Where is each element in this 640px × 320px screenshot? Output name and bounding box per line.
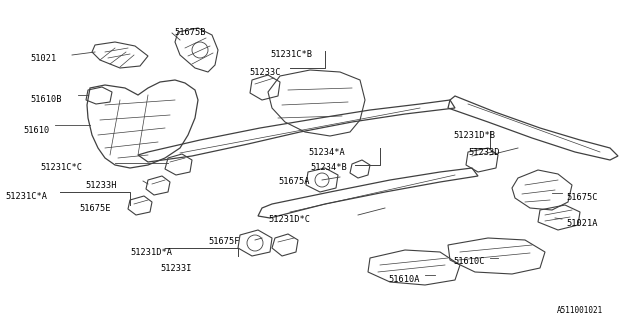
Text: 51610A: 51610A (388, 275, 419, 284)
Text: 51231C*B: 51231C*B (270, 50, 312, 59)
Text: 51610: 51610 (23, 126, 49, 135)
Text: 51610B: 51610B (30, 95, 61, 104)
Text: 51234*A: 51234*A (308, 148, 345, 157)
Text: 51231C*C: 51231C*C (40, 163, 82, 172)
Text: 51021A: 51021A (566, 219, 598, 228)
Text: 51233D: 51233D (468, 148, 499, 157)
Text: 51231D*C: 51231D*C (268, 215, 310, 224)
Text: A511001021: A511001021 (557, 306, 604, 315)
Text: 51675B: 51675B (174, 28, 205, 37)
Text: 51233C: 51233C (249, 68, 280, 77)
Text: 51231D*B: 51231D*B (453, 131, 495, 140)
Text: 51675C: 51675C (566, 193, 598, 202)
Text: 51231C*A: 51231C*A (5, 192, 47, 201)
Text: 51231D*A: 51231D*A (130, 248, 172, 257)
Text: 51675E: 51675E (79, 204, 111, 213)
Text: 51233I: 51233I (160, 264, 191, 273)
Text: 51610C: 51610C (453, 257, 484, 266)
Text: 51675A: 51675A (278, 177, 310, 186)
Text: 51021: 51021 (30, 54, 56, 63)
Text: 51675F: 51675F (208, 237, 239, 246)
Text: 51233H: 51233H (85, 181, 116, 190)
Text: 51234*B: 51234*B (310, 163, 347, 172)
